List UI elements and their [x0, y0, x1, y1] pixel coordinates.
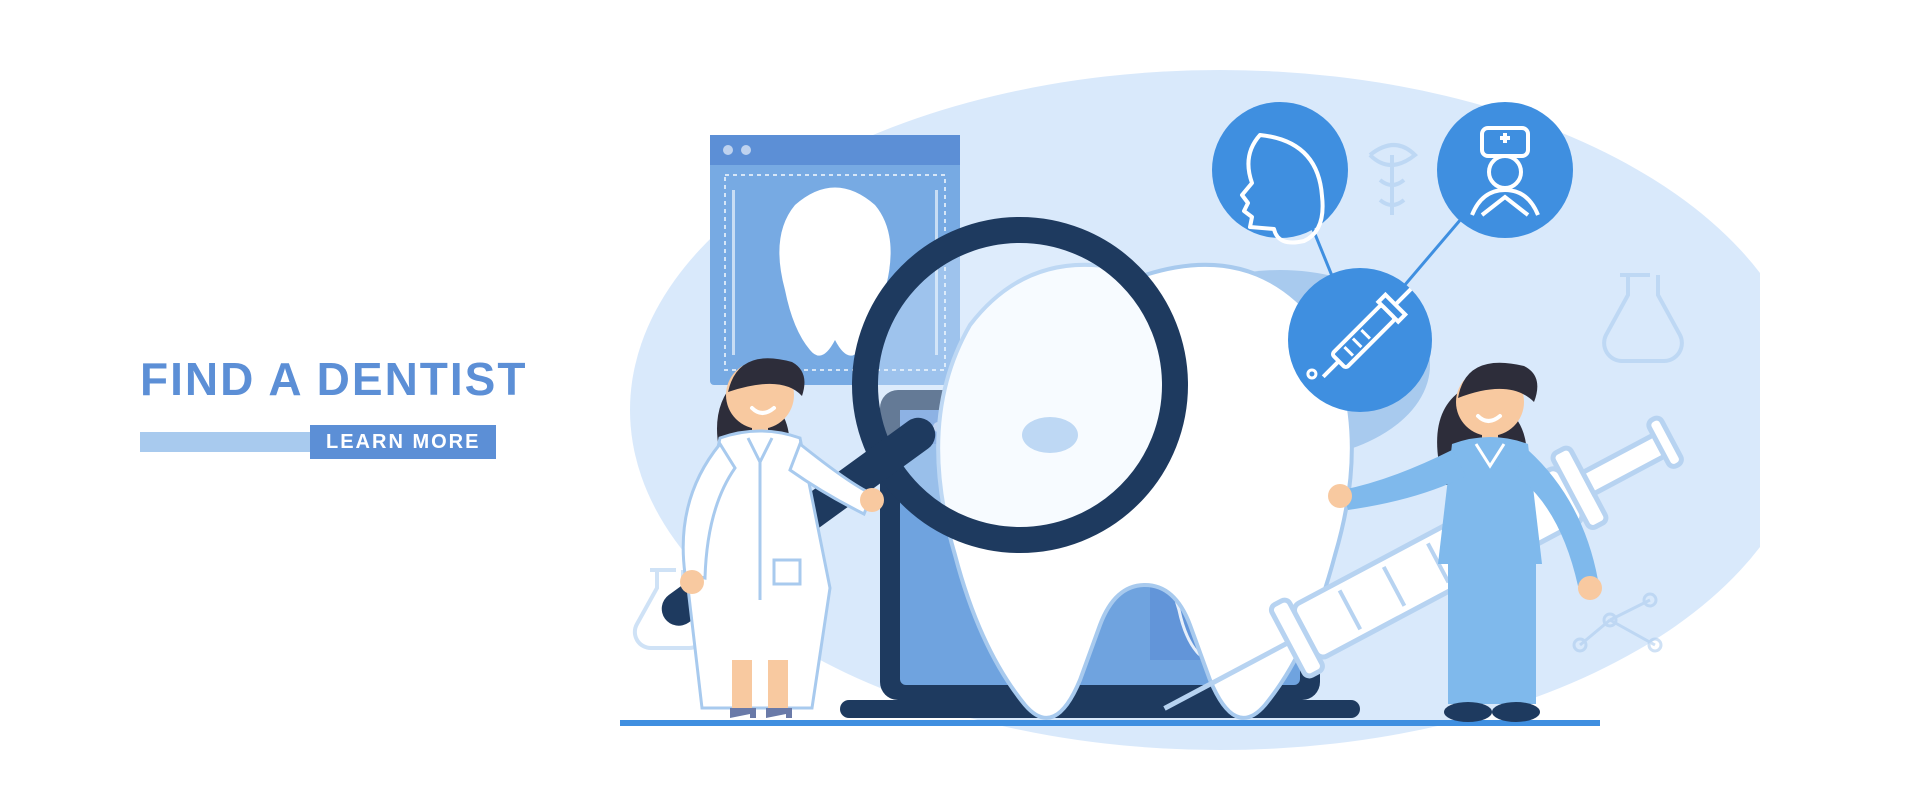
cta-accent-bar	[140, 432, 310, 452]
page-title: FIND A DENTIST	[140, 355, 540, 403]
syringe-icon	[1288, 268, 1432, 412]
doctor-icon	[1437, 102, 1573, 238]
learn-more-button[interactable]: LEARN MORE	[310, 425, 496, 459]
cta-row: LEARN MORE	[140, 425, 540, 459]
hero-illustration	[560, 40, 1760, 780]
floor-line	[620, 720, 1600, 726]
